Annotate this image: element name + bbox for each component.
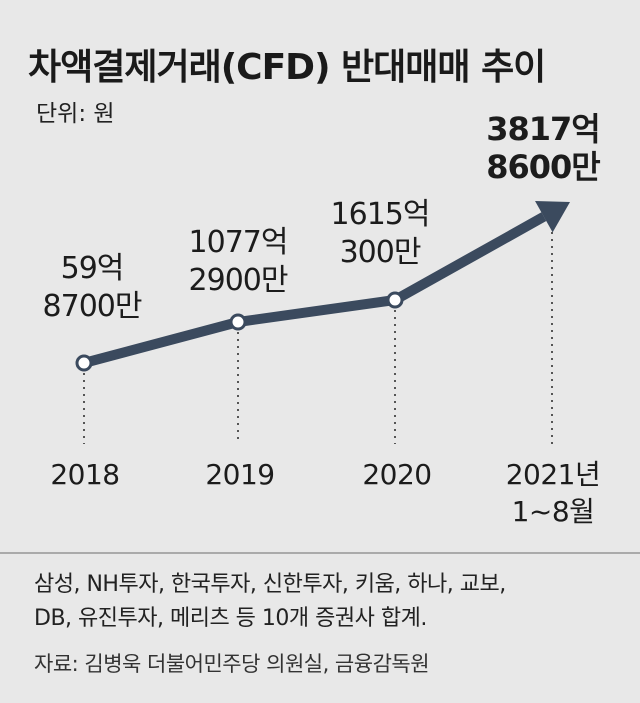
source-note: 자료: 김병욱 더불어민주당 의원실, 금융감독원	[34, 652, 430, 676]
x-label-2020-line1: 2020	[362, 458, 432, 491]
value-label-2020-line2: 300만	[339, 235, 422, 270]
x-label-2019: 2019	[185, 456, 295, 493]
value-label-2021: 3817억 8600만	[468, 110, 618, 186]
divider	[0, 552, 640, 554]
value-label-2019: 1077억 2900만	[168, 224, 308, 300]
value-label-2021-line1: 3817억	[486, 110, 601, 148]
x-label-2019-line1: 2019	[205, 458, 275, 491]
footnote-line2: DB, 유진투자, 메리츠 등 10개 증권사 합계.	[34, 606, 427, 631]
value-label-2020: 1615억 300만	[310, 196, 450, 272]
chart-title: 차액결제거래(CFD) 반대매매 추이	[28, 47, 546, 88]
series-line	[82, 212, 547, 368]
x-label-2018-line1: 2018	[50, 458, 120, 491]
value-label-2018-line2: 8700만	[42, 289, 143, 324]
x-label-2020: 2020	[342, 456, 452, 493]
value-label-2020-line1: 1615억	[330, 197, 431, 232]
x-label-2021-line1: 2021년	[505, 458, 601, 491]
value-label-2018: 59억 8700만	[22, 250, 162, 326]
x-label-2021-line2: 1~8월	[511, 495, 595, 528]
value-label-2019-line2: 2900만	[188, 263, 289, 298]
value-label-2018-line1: 59억	[60, 251, 125, 286]
x-label-2021: 2021년 1~8월	[488, 456, 618, 530]
footnote: 삼성, NH투자, 한국투자, 신한투자, 키움, 하나, 교보, DB, 유진…	[34, 568, 506, 636]
value-label-2019-line1: 1077억	[188, 225, 289, 260]
footnote-line1: 삼성, NH투자, 한국투자, 신한투자, 키움, 하나, 교보,	[34, 572, 506, 597]
data-point-2019	[229, 313, 247, 331]
data-point-2020	[386, 291, 404, 309]
data-point-2018	[75, 354, 93, 372]
value-label-2021-line2: 8600만	[486, 148, 601, 186]
arrowhead	[535, 200, 570, 233]
x-label-2018: 2018	[30, 456, 140, 493]
unit-label: 단위: 원	[36, 101, 115, 127]
line-chart	[75, 200, 570, 444]
